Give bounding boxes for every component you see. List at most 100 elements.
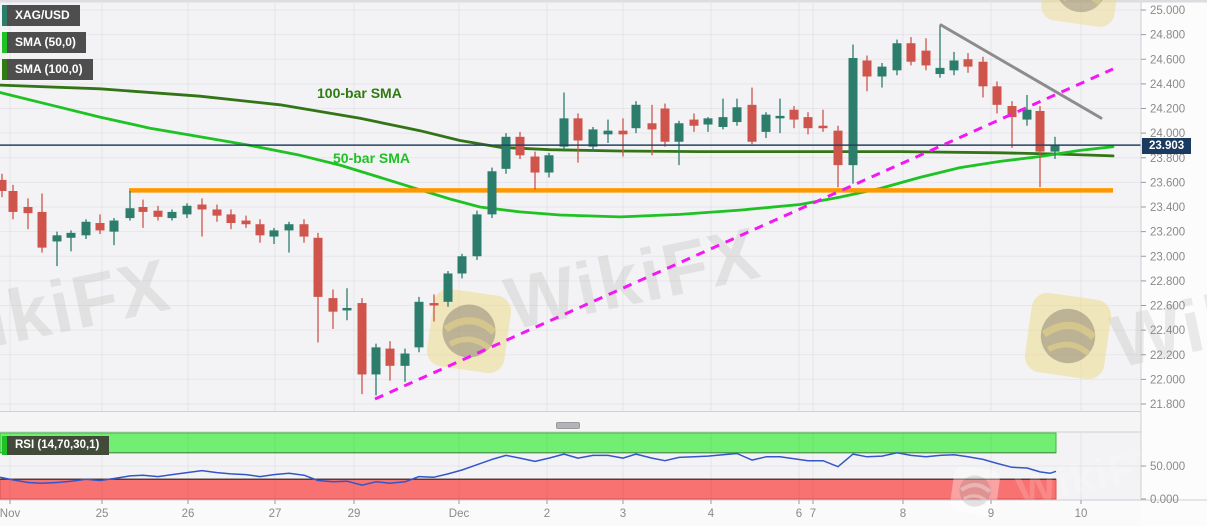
candle-body[interactable] — [52, 235, 62, 242]
candles-group[interactable] — [0, 24, 1060, 396]
candle-body[interactable] — [66, 232, 76, 238]
candle-body[interactable] — [775, 115, 785, 119]
candle-body[interactable] — [385, 348, 395, 366]
candle-body[interactable] — [647, 123, 657, 130]
candle-body[interactable] — [443, 273, 453, 302]
candle-body[interactable] — [414, 301, 424, 348]
candle-body[interactable] — [313, 237, 323, 297]
time-tick-label[interactable]: Dec — [449, 508, 470, 520]
candle-body[interactable] — [153, 210, 163, 217]
candle-body[interactable] — [357, 303, 367, 375]
candle-body[interactable] — [530, 156, 540, 173]
descending-trendline[interactable] — [939, 23, 1103, 120]
candle-body[interactable] — [892, 43, 902, 71]
time-tick-label[interactable]: 4 — [708, 508, 715, 520]
candle-body[interactable] — [95, 223, 105, 231]
candle-body[interactable] — [81, 221, 91, 236]
candle-body[interactable] — [226, 214, 236, 224]
time-tick-label[interactable]: 7 — [810, 508, 816, 520]
candle-body[interactable] — [660, 108, 670, 142]
candle-body[interactable] — [501, 136, 511, 169]
candle-body[interactable] — [197, 204, 207, 210]
candle-body[interactable] — [747, 104, 757, 142]
candle-body[interactable] — [109, 220, 119, 232]
candle-body[interactable] — [429, 303, 439, 306]
candle-body[interactable] — [559, 118, 569, 147]
candle-body[interactable] — [992, 86, 1002, 105]
candle-body[interactable] — [718, 117, 728, 127]
time-tick-label[interactable]: 2 — [544, 508, 550, 520]
candle-body[interactable] — [789, 109, 799, 120]
rsi-legend-badge[interactable]: RSI (14,70,30,1) — [2, 436, 110, 455]
candle-body[interactable] — [978, 61, 988, 87]
candle-body[interactable] — [818, 125, 828, 129]
time-tick-label[interactable]: 8 — [900, 508, 906, 520]
candle-body[interactable] — [963, 59, 973, 67]
candle-body[interactable] — [8, 190, 18, 212]
time-tick-label[interactable]: Nov — [0, 508, 20, 520]
price-axis-background[interactable] — [1141, 0, 1207, 526]
candle-body[interactable] — [862, 60, 872, 77]
candle-body[interactable] — [588, 129, 598, 147]
candle-body[interactable] — [342, 307, 352, 311]
time-axis-background[interactable] — [0, 500, 1141, 526]
candle-body[interactable] — [457, 256, 467, 274]
candle-body[interactable] — [299, 224, 309, 237]
time-tick-label[interactable]: 29 — [348, 508, 361, 520]
candle-body[interactable] — [255, 224, 265, 236]
candle-body[interactable] — [761, 114, 771, 132]
candle-body[interactable] — [689, 119, 699, 126]
candle-body[interactable] — [949, 60, 959, 71]
candle-body[interactable] — [167, 211, 177, 219]
candle-body[interactable] — [906, 43, 916, 62]
time-tick-label[interactable]: 9 — [988, 508, 994, 520]
symbol-badge[interactable]: XAG/USD — [2, 5, 80, 26]
candle-body[interactable] — [573, 118, 583, 141]
candle-body[interactable] — [23, 207, 33, 214]
candle-body[interactable] — [935, 67, 945, 75]
candle-body[interactable] — [1007, 106, 1017, 118]
candle-body[interactable] — [284, 224, 294, 231]
candle-body[interactable] — [269, 230, 279, 237]
candle-body[interactable] — [400, 353, 410, 366]
candle-body[interactable] — [241, 220, 251, 225]
candle-body[interactable] — [328, 298, 338, 312]
candle-body[interactable] — [921, 50, 931, 66]
panel-resize-handle[interactable] — [556, 422, 580, 429]
time-tick-label[interactable]: 3 — [620, 508, 626, 520]
candle-body[interactable] — [877, 66, 887, 77]
candle-body[interactable] — [182, 205, 192, 215]
ascending-trendline[interactable] — [374, 67, 1114, 401]
candle-body[interactable] — [544, 155, 554, 173]
candle-body[interactable] — [1050, 145, 1060, 152]
candle-body[interactable] — [37, 211, 47, 248]
candle-body[interactable] — [833, 130, 843, 166]
candle-body[interactable] — [603, 130, 613, 135]
candle-body[interactable] — [1022, 109, 1032, 120]
candle-body[interactable] — [515, 136, 525, 156]
candle-body[interactable] — [674, 123, 684, 142]
current-price-badge: 23.903 — [1142, 138, 1192, 154]
candle-body[interactable] — [212, 209, 222, 216]
time-tick-label[interactable]: 27 — [269, 508, 282, 520]
candle-body[interactable] — [138, 207, 148, 212]
candle-body[interactable] — [1035, 110, 1045, 152]
candle-body[interactable] — [848, 58, 858, 166]
time-tick-label[interactable]: 10 — [1075, 508, 1088, 520]
candle-body[interactable] — [803, 117, 813, 129]
candle-body[interactable] — [631, 104, 641, 129]
candle-body[interactable] — [472, 214, 482, 257]
candle-body[interactable] — [125, 208, 135, 219]
candle-body[interactable] — [487, 171, 497, 215]
candle-body[interactable] — [618, 130, 628, 135]
time-tick-label[interactable]: 26 — [182, 508, 195, 520]
candle-body[interactable] — [0, 179, 7, 191]
sma100-legend-badge[interactable]: SMA (100,0) — [2, 59, 93, 80]
time-tick-label[interactable]: 25 — [96, 508, 109, 520]
candle-body[interactable] — [732, 107, 742, 123]
candle-body[interactable] — [371, 347, 381, 375]
time-tick-label[interactable]: 6 — [796, 508, 802, 520]
candle-body[interactable] — [703, 118, 713, 125]
sma50-legend-badge[interactable]: SMA (50,0) — [2, 32, 86, 53]
